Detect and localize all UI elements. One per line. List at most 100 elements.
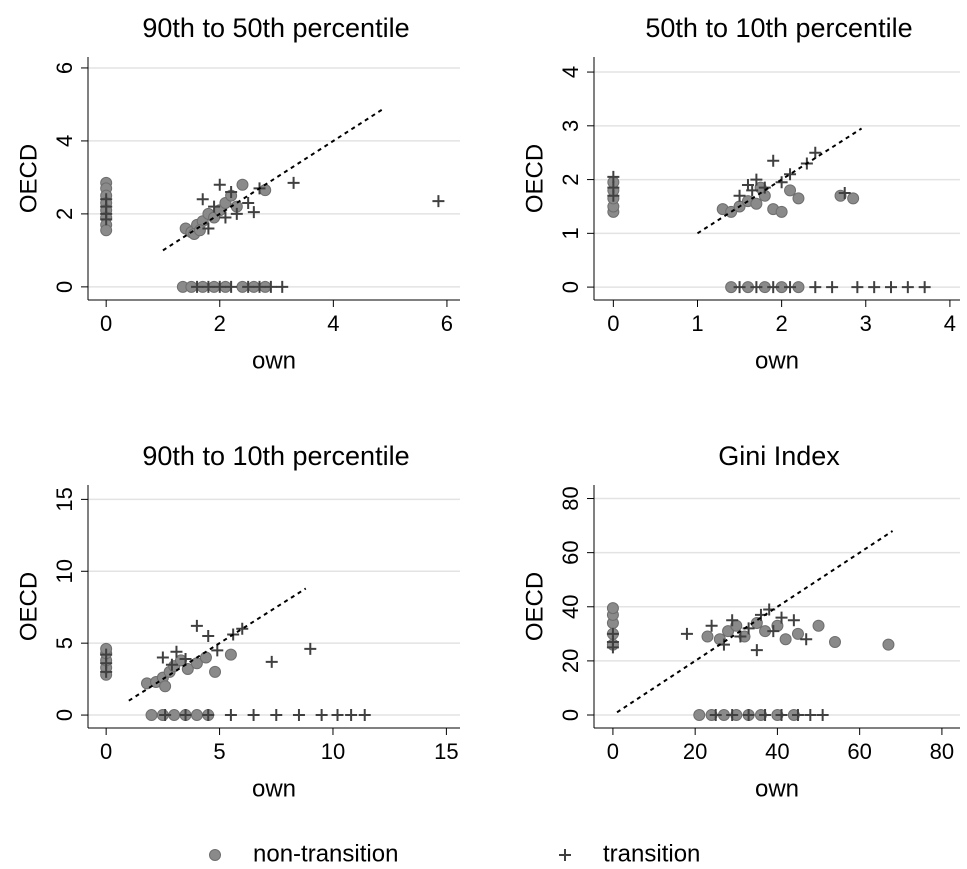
y-tick-label: 6: [52, 62, 77, 74]
x-tick-label: 4: [327, 311, 339, 336]
y-tick-label: 4: [558, 66, 583, 78]
y-tick-label: 0: [52, 281, 77, 293]
y-axis-label: OECD: [15, 144, 42, 213]
point: [224, 709, 237, 722]
point: [270, 709, 283, 722]
point: [607, 170, 620, 183]
point: [775, 176, 788, 189]
point: [885, 281, 898, 294]
point: [606, 641, 619, 654]
y-tick-label: 1: [558, 227, 583, 239]
panel: 90th to 10th percentile 0 5 10 15 0 5 10 15 own OE…: [15, 441, 460, 802]
point: [202, 222, 215, 235]
point: [722, 625, 735, 638]
point: [331, 709, 344, 722]
point: [165, 658, 178, 671]
point: [746, 184, 759, 197]
point: [242, 196, 255, 209]
point: [100, 213, 113, 226]
point: [247, 206, 260, 219]
y-axis-label: OECD: [15, 572, 42, 641]
x-tick-label: 2: [776, 311, 788, 336]
x-tick-label: 0: [100, 311, 112, 336]
point: [247, 709, 260, 722]
point: [767, 625, 780, 638]
point: [606, 602, 619, 615]
y-axis-label: OECD: [521, 572, 548, 641]
point: [242, 280, 255, 293]
point: [211, 644, 224, 657]
point: [190, 619, 203, 632]
x-axis-label: own: [755, 347, 799, 374]
point: [202, 280, 215, 293]
point: [213, 178, 226, 191]
y-tick-label: 0: [558, 281, 583, 293]
point: [304, 642, 317, 655]
x-tick-label: 2: [214, 311, 226, 336]
point: [680, 627, 693, 640]
point: [775, 205, 788, 218]
point: [287, 176, 300, 189]
point: [828, 635, 841, 648]
point: [701, 630, 714, 643]
legend-label: non-transition: [253, 840, 398, 867]
point: [259, 184, 272, 197]
point: [202, 709, 215, 722]
reference-line: [128, 587, 307, 702]
x-tick-label: 5: [213, 739, 225, 764]
point: [358, 709, 371, 722]
x-tick-label: 15: [434, 739, 458, 764]
point: [750, 173, 763, 186]
y-tick-label: 4: [52, 135, 77, 147]
point: [145, 709, 158, 722]
point: [100, 665, 113, 678]
point: [733, 281, 746, 294]
legend-label: transition: [603, 840, 700, 867]
panel: 90th to 50th percentile 0 2 4 6 0 2 4 6 own OECD: [15, 13, 460, 374]
reference-line: [616, 530, 894, 714]
x-tick-label: 1: [691, 311, 703, 336]
point: [236, 178, 249, 191]
point: [236, 622, 249, 635]
y-tick-label: 80: [558, 486, 583, 510]
point: [191, 280, 204, 293]
x-axis-label: own: [252, 775, 296, 802]
point: [219, 211, 232, 224]
y-tick-label: 2: [558, 173, 583, 185]
x-tick-label: 0: [607, 311, 619, 336]
point: [901, 281, 914, 294]
point: [709, 709, 722, 722]
point: [759, 709, 772, 722]
x-tick-label: 40: [765, 739, 789, 764]
point: [742, 709, 755, 722]
point: [791, 709, 804, 722]
point: [758, 181, 771, 194]
y-tick-label: 3: [558, 120, 583, 132]
point: [784, 281, 797, 294]
point: [230, 207, 243, 220]
point: [276, 280, 289, 293]
point: [734, 630, 747, 643]
point: [792, 192, 805, 205]
point: [170, 645, 183, 658]
y-tick-label: 0: [558, 709, 583, 721]
point: [196, 193, 209, 206]
point: [265, 655, 278, 668]
y-axis-label: OECD: [521, 144, 548, 213]
point: [315, 709, 328, 722]
y-tick-label: 10: [52, 559, 77, 583]
point: [100, 224, 113, 237]
panel-title: 90th to 10th percentile: [142, 441, 409, 471]
point: [868, 281, 881, 294]
point: [292, 709, 305, 722]
point: [190, 709, 203, 722]
point: [750, 281, 763, 294]
y-tick-label: 2: [52, 208, 77, 220]
point: [809, 281, 822, 294]
reference-line: [162, 107, 386, 252]
point: [767, 154, 780, 167]
point: [213, 280, 226, 293]
panel-title: 90th to 50th percentile: [142, 13, 409, 43]
point: [838, 187, 851, 200]
y-tick-label: 5: [52, 637, 77, 649]
